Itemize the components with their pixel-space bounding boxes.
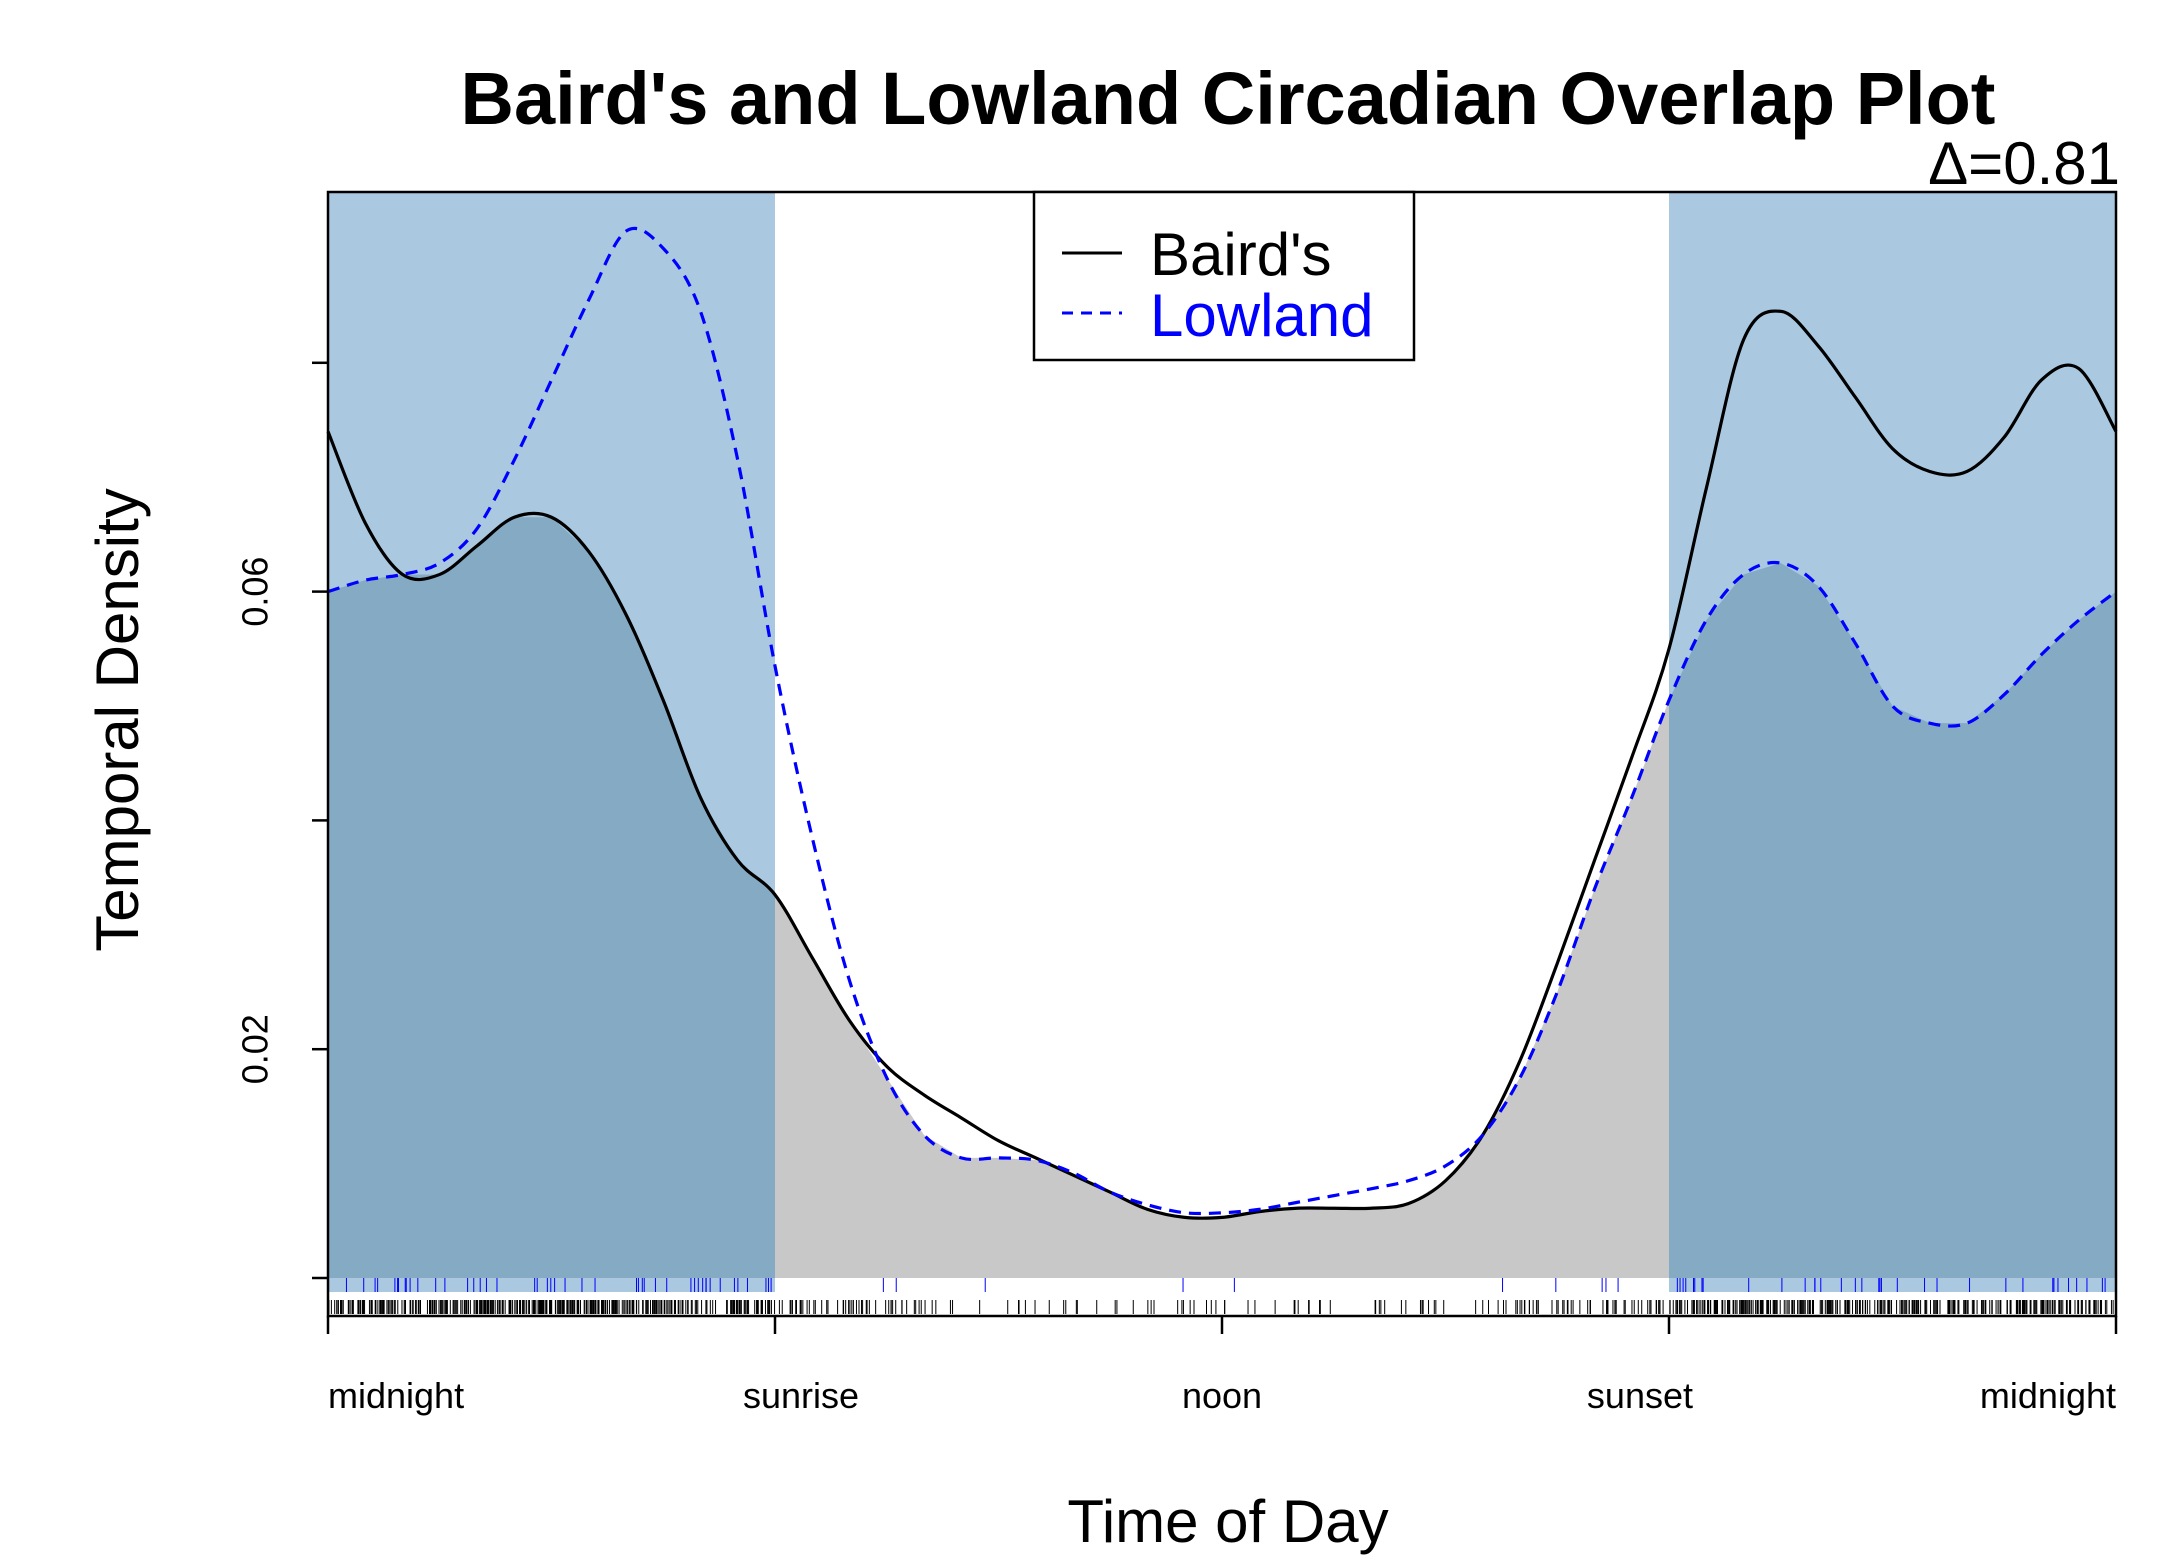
y-axis-label: Temporal Density [84, 488, 151, 952]
y-tick-label: 0.02 [235, 1014, 276, 1084]
x-axis-label: Time of Day [1067, 1488, 1388, 1555]
overlap-coefficient: Δ=0.81 [1928, 130, 2120, 197]
y-tick-label: 0.06 [235, 557, 276, 627]
legend-label-bairds: Baird's [1150, 221, 1332, 288]
x-tick-label: noon [1182, 1375, 1262, 1416]
x-tick-label: midnight [328, 1375, 464, 1416]
chart-title: Baird's and Lowland Circadian Overlap Pl… [461, 57, 1996, 140]
series-line-lowland [327, 226, 2117, 1216]
x-tick-label: midnight [1980, 1375, 2116, 1416]
series-line-bairds [326, 309, 2118, 1220]
legend-label-lowland: Lowland [1150, 282, 1374, 349]
x-tick-label: sunrise [743, 1375, 859, 1416]
night-overlap-evening [1669, 563, 2116, 1278]
x-tick-label: sunset [1587, 1375, 1693, 1416]
night-rug-shade-0 [328, 1278, 775, 1292]
plot-area [326, 192, 2118, 1316]
night-rug-shade-1 [1669, 1278, 2116, 1292]
legend-box [1032, 190, 1416, 362]
axes: 0.02 0.06 midnight sunrise noon sunset midnigh… [235, 190, 2118, 1416]
rug-plot [327, 1278, 2114, 1314]
night-overlap-morning [328, 517, 775, 1278]
legend: Baird's Lowland [1032, 190, 1416, 362]
